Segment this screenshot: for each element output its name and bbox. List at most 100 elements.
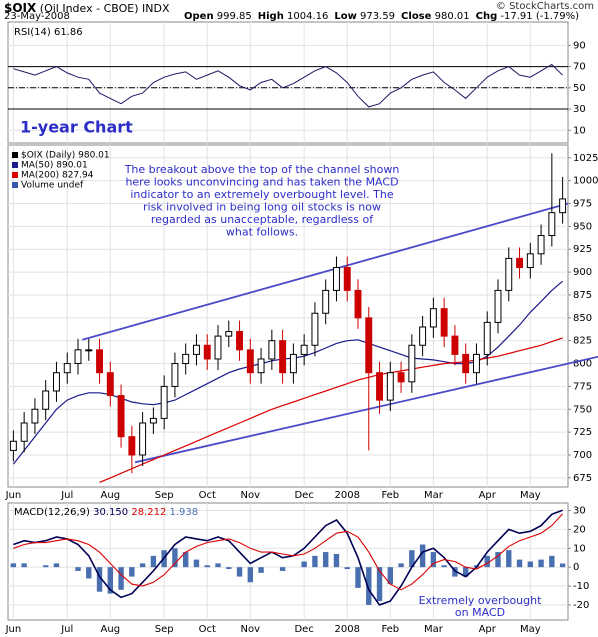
chart-annotation: indicator to an extremely overbought lev… [130,188,393,201]
candle-body [419,326,427,346]
histogram-bar [226,567,232,570]
histogram-bar [236,567,243,577]
chart-annotation: risk involved in being long oil stocks i… [143,201,381,214]
x-tick-label: Sep [155,490,174,501]
panel-title: MACD(12,26,9) 30.150 28.212 1.938 [14,507,198,518]
histogram-bar [344,567,350,570]
chart-annotation: on MACD [455,606,505,619]
legend-label: MACD(12,26,9) [14,507,90,518]
histogram-bar [10,563,17,568]
candle-body [74,349,82,365]
histogram-bar [118,567,124,590]
histogram-bar [506,550,512,568]
histogram-bar [387,567,393,585]
candle-body [9,440,17,451]
chart-annotation: The breakout above the top of the channe… [124,163,400,176]
candle-body [451,335,459,355]
y-tick-label: 750 [573,404,592,415]
histogram-bar [366,567,372,605]
y-tick-label: 70 [573,62,586,73]
x-tick-label: Mar [424,624,444,635]
y-tick-label: -20 [573,600,589,611]
candle-body [96,349,103,374]
candle-body [31,408,39,424]
candle-body [376,372,384,401]
histogram-bar [279,567,286,571]
x-tick-label: May [520,624,541,635]
histogram-bar [129,567,135,577]
histogram-bar [150,555,157,568]
x-tick-label: Nov [241,624,261,635]
histogram-bar [430,552,437,568]
candle-body [193,344,200,355]
candle-body [257,358,265,374]
histogram-bar [21,563,27,568]
chart-annotation: 1-year Chart [20,118,133,137]
histogram-bar [96,567,103,592]
candle-body [333,267,340,291]
legend-swatch [12,172,18,178]
quote: Open 999.85 High 1004.16 Low 973.59 Close 9… [178,11,579,22]
quote-label: Open [184,11,214,22]
histogram-bar [419,544,426,568]
candle-body [53,372,60,392]
chart-annotation: what follows. [226,226,298,239]
histogram-bar [193,559,200,568]
histogram-bar [495,552,501,568]
quote-value: -17.91 (-1.79%) [500,11,580,22]
series-line [12,280,563,465]
y-tick-label: 90 [573,40,586,51]
y-tick-label: 725 [573,427,592,438]
quote-value: 980.01 [434,11,470,22]
candle-body [505,257,513,291]
histogram-bar [172,548,178,568]
candle-body [171,363,179,387]
histogram-bar [204,565,210,568]
legend-label: 1.938 [170,507,199,518]
chart-annotation: here looks unconvincing and has taken th… [125,176,398,189]
quote-label: Low [334,11,357,22]
histogram-bar [107,567,113,594]
candle-body [408,344,416,383]
legend-label: $OIX (Daily) 980.01 [21,151,110,161]
series-line [13,63,563,108]
x-tick-label: Oct [199,624,216,635]
trend-line [82,202,569,341]
candle-body [429,308,437,328]
y-tick-label: 775 [573,381,592,392]
histogram-bar [398,563,404,568]
candle-body [139,422,147,456]
y-tick-label: 30 [573,104,586,115]
panel [7,502,569,621]
candle-body [322,289,330,314]
header: $OIX (Oil Index - CBOE) INDX [4,1,170,15]
histogram-bar [484,555,490,568]
quote-value: 973.59 [360,11,396,22]
x-tick-label: Mar [424,490,444,501]
candle-body [246,349,254,374]
y-tick-label: 925 [573,244,592,255]
series-line [99,337,563,483]
histogram-bar [43,565,49,568]
histogram-bar [409,550,415,568]
candle-body [182,353,190,365]
candle-body [311,312,319,346]
x-tick-label: Apr [479,624,497,635]
histogram-bar [549,555,555,568]
histogram-bar [139,563,146,568]
candle-body [20,422,28,442]
candle-body [203,344,211,360]
histogram-bar [333,553,340,568]
y-tick-label: 1000 [573,176,598,187]
legend-label: Volume undef [21,181,84,191]
quote-label: Close [401,11,432,22]
histogram-bar [463,567,469,577]
histogram-bar [312,555,318,568]
y-tick-label: 675 [573,473,592,484]
panel-title: RSI(14) 61.86 [14,27,83,38]
panel [7,144,569,488]
histogram-bar [75,567,81,571]
candle-body [128,436,136,456]
candle-body [462,353,470,374]
